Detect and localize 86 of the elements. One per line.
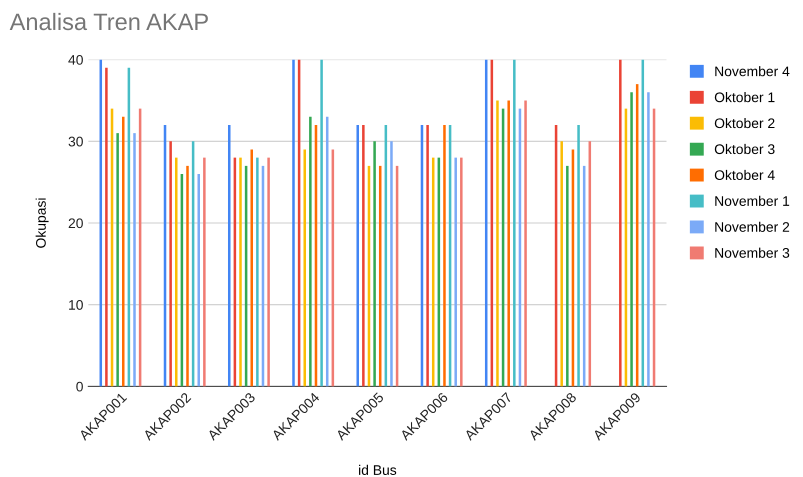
- bar: [566, 166, 569, 386]
- y-axis-title: Okupasi: [36, 198, 49, 248]
- chart-title: Analisa Tren AKAP: [10, 12, 208, 30]
- bar: [326, 116, 328, 386]
- bar: [390, 141, 393, 386]
- bar: [174, 158, 178, 386]
- bar: [577, 124, 580, 386]
- bar: [110, 108, 114, 386]
- bar: [267, 158, 270, 386]
- bar: [292, 60, 295, 386]
- bar: [518, 108, 522, 386]
- bar: [303, 149, 306, 386]
- bar: [652, 108, 656, 386]
- legend-label: Oktober 2: [714, 118, 774, 128]
- bar: [197, 174, 200, 386]
- bar: [426, 124, 429, 386]
- bar: [647, 92, 650, 386]
- bar: [332, 149, 334, 386]
- bar: [619, 60, 622, 386]
- bar: [314, 124, 318, 386]
- bar: [642, 60, 644, 386]
- bar: [572, 149, 574, 386]
- bar: [490, 60, 494, 386]
- bar: [239, 158, 242, 386]
- bar: [443, 124, 446, 386]
- bar: [298, 60, 300, 386]
- bar: [630, 92, 633, 386]
- bar: [502, 108, 504, 386]
- bar: [368, 166, 370, 386]
- bar: [122, 116, 125, 386]
- bar: [164, 124, 166, 386]
- bar: [228, 124, 231, 386]
- bar: [256, 158, 259, 386]
- bar: [420, 124, 424, 386]
- y-tick-label: 20: [68, 218, 83, 228]
- bar: [484, 60, 488, 386]
- bar: [105, 68, 108, 386]
- bar: [373, 141, 376, 386]
- legend-label: November 2: [715, 222, 790, 232]
- x-axis-title: id Bus: [359, 464, 396, 475]
- bar: [588, 141, 592, 386]
- bar: [309, 116, 312, 386]
- bar: [384, 124, 388, 386]
- bar: [138, 108, 142, 386]
- bar: [234, 158, 236, 386]
- bar: [356, 124, 359, 386]
- legend-label: November 4: [715, 66, 790, 76]
- legend-label: Oktober 4: [714, 170, 775, 180]
- bar: [432, 158, 434, 386]
- bar: [582, 166, 586, 386]
- bar: [513, 60, 516, 386]
- bar: [496, 100, 499, 386]
- bar: [244, 166, 248, 386]
- bar: [192, 141, 194, 386]
- legend-label: Oktober 1: [714, 92, 774, 102]
- bar: [250, 149, 254, 386]
- bar: [560, 141, 563, 386]
- bar: [116, 133, 119, 386]
- legend-label: November 1: [715, 196, 790, 206]
- bar: [454, 158, 457, 386]
- bar: [128, 68, 130, 386]
- bar: [186, 166, 189, 386]
- bar: [100, 60, 102, 386]
- bar: [133, 133, 136, 386]
- bar: [396, 166, 398, 386]
- bar: [507, 100, 510, 386]
- y-tick-label: 0: [76, 382, 83, 392]
- y-tick-label: 10: [69, 300, 83, 310]
- bar: [203, 158, 206, 386]
- bar: [262, 166, 264, 386]
- bar: [460, 158, 463, 386]
- bar: [624, 108, 628, 386]
- y-tick-label: 30: [68, 136, 83, 146]
- bar: [180, 174, 184, 386]
- bar: [636, 84, 638, 386]
- legend-label: Oktober 3: [714, 144, 775, 154]
- bar: [448, 124, 452, 386]
- legend-label: November 3: [715, 248, 790, 258]
- bar: [169, 141, 172, 386]
- bar: [320, 60, 323, 386]
- bar: [378, 166, 382, 386]
- bar: [362, 124, 365, 386]
- y-tick-label: 40: [68, 54, 83, 65]
- bar: [554, 124, 558, 386]
- bar: [438, 158, 440, 386]
- bar: [524, 100, 527, 386]
